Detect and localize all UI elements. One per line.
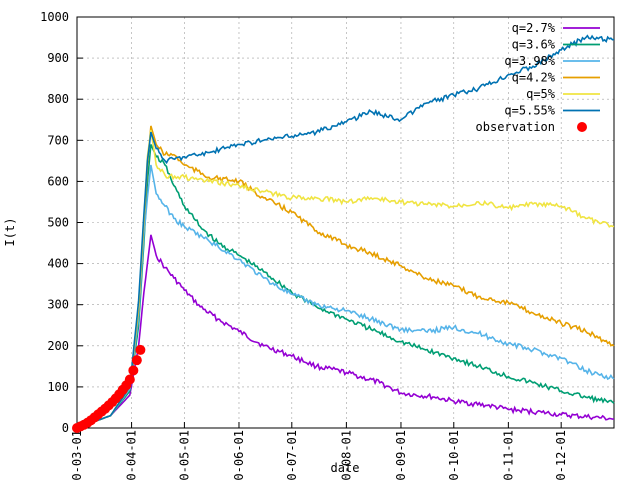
legend-label: q=3.6% (512, 38, 556, 52)
observation-point (135, 344, 146, 355)
observation-points (72, 344, 146, 433)
y-tick-label: 1000 (40, 10, 69, 24)
x-tick-label: 2020-05-01 (177, 430, 191, 480)
x-axis-label: date (331, 461, 360, 475)
series-lines (76, 34, 615, 429)
x-tick-label: 2020-08-01 (339, 430, 353, 480)
legend-label: q=3.98% (504, 54, 555, 68)
axes: 0 100 200 300 400 500 600 700 800 900 1000 2020-03-… (40, 10, 615, 484)
x-tick-label: 2020-04-01 (125, 430, 139, 480)
x-tick-label: 2020-12-01 (554, 430, 568, 480)
y-tick-label: 0 (62, 421, 69, 435)
y-tick-label: 500 (47, 216, 69, 230)
y-tick-label: 600 (47, 174, 69, 188)
legend-label: q=5% (526, 87, 556, 101)
observation-point (124, 374, 135, 385)
y-tick-label: 100 (47, 380, 69, 394)
y-tick-label: 400 (47, 257, 69, 271)
series-line-q-5-55- (76, 34, 615, 429)
y-tick-label: 800 (47, 92, 69, 106)
legend: q=2.7% q=3.6% q=3.98% q=4.2% q=5% q=5.55% obse… (476, 21, 600, 134)
series-line-q-5- (76, 129, 615, 429)
x-tick-label: 2020-09-01 (394, 430, 408, 480)
legend-label: q=2.7% (512, 21, 556, 35)
observation-point (131, 355, 142, 366)
y-tick-label: 700 (47, 133, 69, 147)
series-line-q-2-7- (76, 234, 615, 429)
legend-swatch (577, 122, 587, 132)
x-tick-label: 2020-07-01 (285, 430, 299, 480)
y-tick-label: 200 (47, 339, 69, 353)
y-tick-label: 900 (47, 51, 69, 65)
x-tick-label: 2020-03-01 (70, 430, 84, 480)
y-tick-label: 300 (47, 298, 69, 312)
series-line-q-3-98- (76, 164, 615, 429)
plot-frame (76, 16, 615, 429)
legend-label: q=4.2% (512, 71, 556, 85)
legend-label: q=5.55% (504, 104, 555, 118)
x-tick-label: 2020-11-01 (501, 430, 515, 480)
series-line-q-4-2- (76, 125, 615, 429)
y-axis-label: I(t) (3, 218, 17, 247)
series-line-q-3-6- (76, 144, 615, 429)
legend-label: observation (476, 120, 555, 134)
x-tick-label: 2020-10-01 (447, 430, 461, 480)
observation-point (128, 365, 139, 376)
x-tick-label: 2020-06-01 (232, 430, 246, 480)
